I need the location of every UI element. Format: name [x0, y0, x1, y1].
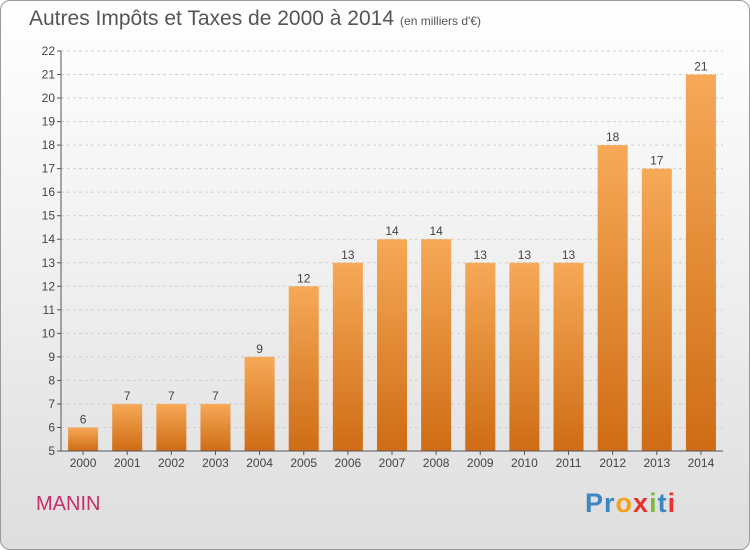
y-tick-label: 8 — [48, 373, 55, 387]
logo-letter: i — [649, 488, 658, 518]
x-tick-label-2005: 2005 — [290, 456, 317, 470]
y-tick-label: 15 — [42, 209, 56, 223]
logo-letter: t — [657, 488, 668, 518]
y-tick-label: 20 — [42, 91, 56, 105]
bar-2014 — [685, 74, 716, 451]
x-tick-label-2002: 2002 — [158, 456, 185, 470]
data-label-2001: 7 — [124, 389, 131, 403]
bar-2000 — [68, 427, 99, 451]
y-tick-label: 19 — [42, 115, 56, 129]
data-label-2010: 13 — [518, 248, 532, 262]
y-tick-label: 11 — [43, 303, 56, 317]
data-label-2009: 13 — [474, 248, 488, 262]
bar-2004 — [244, 356, 275, 451]
data-label-2005: 12 — [297, 271, 311, 285]
data-label-2011: 13 — [562, 248, 576, 262]
place-name: MANIN — [36, 493, 101, 515]
y-tick-label: 18 — [42, 138, 56, 152]
x-tick-label-2012: 2012 — [599, 456, 626, 470]
bar-2005 — [288, 286, 319, 451]
y-tick-label: 5 — [48, 444, 55, 458]
y-tick-label: 16 — [42, 185, 56, 199]
bar-2013 — [641, 168, 672, 451]
data-label-2008: 14 — [429, 224, 443, 238]
x-tick-label-2014: 2014 — [688, 456, 715, 470]
bar-2012 — [597, 145, 628, 451]
logo-letter: x — [633, 488, 650, 518]
chart-subtitle: (en milliers d'€) — [400, 14, 482, 28]
x-tick-label-2008: 2008 — [423, 456, 450, 470]
y-tick-label: 7 — [48, 397, 55, 411]
labels: 5 6 7 8 9 10 11 12 13 14 15 16 17 18 19 20 21 22 6 2000 7 200… — [42, 44, 715, 470]
bar-2007 — [377, 239, 407, 451]
x-tick-label-2009: 2009 — [467, 456, 494, 470]
x-tick-label-2007: 2007 — [379, 456, 406, 470]
x-tick-label-2004: 2004 — [246, 456, 273, 470]
y-tick-label: 14 — [42, 232, 56, 246]
logo-letter: o — [615, 488, 634, 518]
title-text: Autres Impôts et Taxes de 2000 à 2014 — [29, 7, 395, 30]
logo-letter: i — [667, 488, 677, 518]
axes — [57, 50, 723, 455]
y-tick-label: 17 — [42, 162, 56, 176]
bars — [68, 74, 716, 451]
data-label-2013: 17 — [650, 154, 664, 168]
y-tick-label: 10 — [42, 326, 56, 340]
bar-2011 — [553, 262, 584, 451]
proxiti-logo: Proxiti — [585, 488, 676, 519]
bar-2001 — [112, 403, 143, 451]
data-label-2003: 7 — [212, 389, 219, 403]
data-label-2014: 21 — [694, 60, 708, 74]
logo-letter: P — [585, 488, 605, 518]
bar-2002 — [156, 403, 187, 451]
bar-2010 — [509, 262, 540, 451]
data-label-2012: 18 — [606, 130, 620, 144]
x-tick-label-2011: 2011 — [556, 456, 582, 470]
bar-2003 — [200, 403, 231, 451]
data-label-2004: 9 — [256, 342, 263, 356]
x-tick-label-2010: 2010 — [511, 456, 538, 470]
y-tick-label: 12 — [42, 279, 56, 293]
y-tick-label: 9 — [48, 350, 55, 364]
x-tick-label-2001: 2001 — [114, 456, 141, 470]
x-tick-label-2000: 2000 — [70, 456, 97, 470]
data-label-2006: 13 — [341, 248, 355, 262]
data-label-2007: 14 — [385, 224, 399, 238]
logo-letter: r — [604, 488, 616, 518]
y-tick-label: 21 — [42, 68, 56, 82]
y-tick-label: 22 — [42, 44, 56, 58]
bar-2006 — [332, 262, 363, 451]
data-label-2002: 7 — [168, 389, 175, 403]
x-tick-label-2003: 2003 — [202, 456, 229, 470]
bar-2008 — [421, 239, 452, 451]
data-label-2000: 6 — [80, 412, 87, 426]
x-tick-label-2006: 2006 — [335, 456, 362, 470]
chart-title: Autres Impôts et Taxes de 2000 à 2014 (en… — [29, 7, 481, 31]
y-tick-label: 13 — [42, 256, 56, 270]
x-tick-label-2013: 2013 — [643, 456, 670, 470]
y-tick-label: 6 — [48, 420, 55, 434]
bar-2009 — [465, 262, 496, 451]
